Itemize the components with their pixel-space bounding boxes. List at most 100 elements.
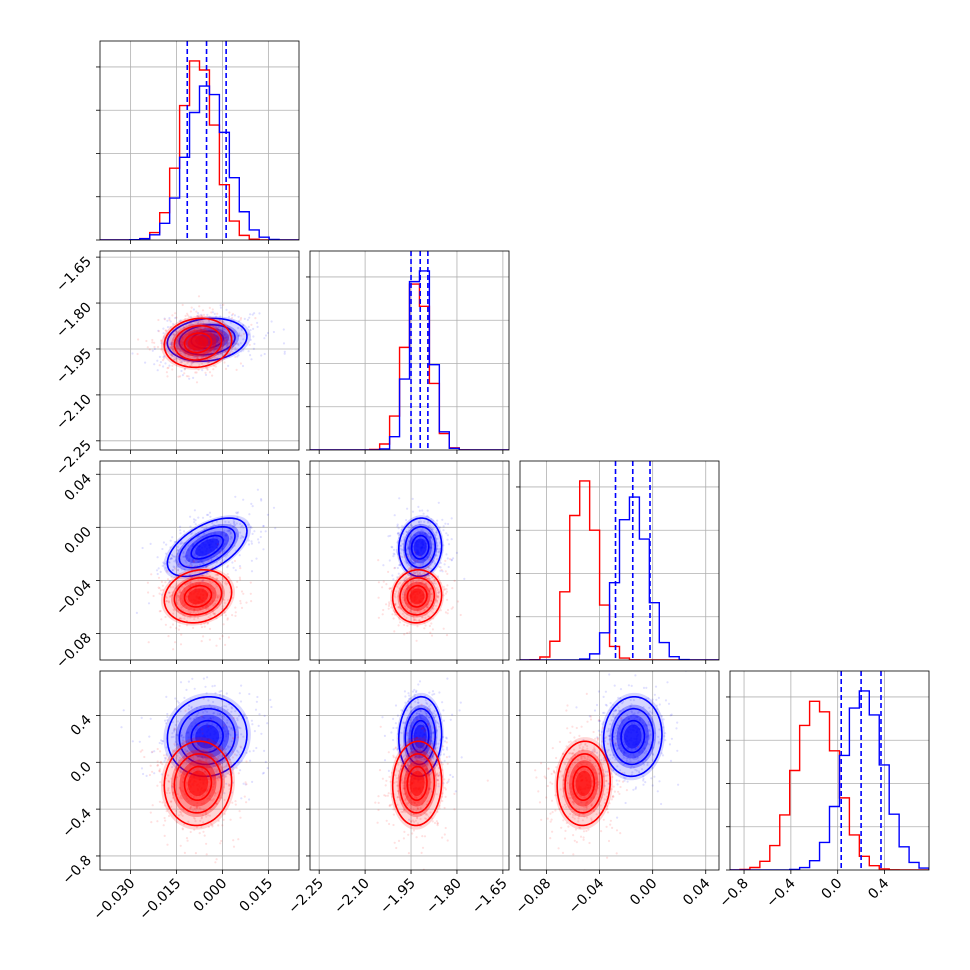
scatter-point bbox=[250, 559, 253, 562]
scatter-point bbox=[140, 716, 143, 720]
scatter-point bbox=[208, 361, 211, 364]
scatter-point bbox=[202, 821, 205, 824]
scatter-point bbox=[602, 711, 605, 715]
scatter-point bbox=[216, 543, 219, 546]
scatter-point bbox=[206, 789, 209, 793]
panel-2-0 bbox=[96, 460, 300, 664]
scatter-point bbox=[198, 832, 201, 835]
scatter-point bbox=[201, 330, 204, 333]
scatter-point bbox=[406, 507, 409, 510]
scatter-point bbox=[245, 783, 248, 786]
scatter-point bbox=[242, 526, 245, 529]
scatter-point bbox=[227, 521, 230, 524]
scatter-point bbox=[168, 579, 172, 583]
scatter-point bbox=[640, 768, 644, 771]
scatter-point bbox=[430, 546, 433, 549]
scatter-point bbox=[398, 616, 401, 619]
scatter-point bbox=[201, 755, 204, 759]
scatter-point bbox=[196, 315, 199, 318]
scatter-point bbox=[200, 728, 204, 731]
scatter-point bbox=[177, 752, 180, 755]
scatter-point bbox=[186, 333, 189, 336]
scatter-point bbox=[392, 578, 395, 581]
scatter-point bbox=[220, 689, 223, 693]
scatter-point bbox=[451, 775, 454, 779]
scatter-point bbox=[435, 522, 438, 525]
scatter-point bbox=[196, 714, 199, 717]
scatter-point bbox=[422, 800, 425, 803]
scatter-point bbox=[235, 754, 238, 757]
scatter-point bbox=[222, 530, 225, 534]
scatter-point bbox=[242, 324, 245, 327]
scatter-point bbox=[397, 531, 400, 535]
scatter-point bbox=[395, 726, 398, 730]
scatter-point bbox=[194, 729, 197, 732]
scatter-point bbox=[405, 754, 408, 758]
scatter-point bbox=[423, 751, 426, 754]
scatter-point bbox=[174, 809, 178, 813]
scatter-point bbox=[403, 690, 406, 693]
scatter-point bbox=[215, 357, 218, 360]
scatter-point bbox=[176, 700, 179, 703]
scatter-point bbox=[251, 532, 254, 536]
scatter-point bbox=[218, 339, 221, 342]
scatter-point bbox=[156, 572, 159, 576]
scatter-point bbox=[420, 803, 423, 806]
scatter-point bbox=[450, 559, 453, 562]
scatter-point bbox=[256, 325, 259, 328]
scatter-point bbox=[190, 362, 193, 365]
scatter-point bbox=[259, 530, 263, 533]
scatter-point bbox=[421, 802, 424, 806]
scatter-point bbox=[175, 627, 178, 630]
scatter-point bbox=[442, 735, 445, 739]
scatter-point bbox=[165, 746, 168, 749]
scatter-point bbox=[189, 762, 193, 765]
scatter-point bbox=[178, 348, 181, 351]
scatter-point bbox=[216, 312, 219, 315]
scatter-point bbox=[177, 599, 180, 602]
scatter-point bbox=[429, 787, 432, 791]
scatter-point bbox=[180, 540, 183, 543]
scatter-point bbox=[416, 807, 419, 810]
scatter-point bbox=[260, 732, 263, 735]
scatter-point bbox=[392, 748, 395, 751]
scatter-point bbox=[397, 737, 400, 740]
scatter-point bbox=[163, 355, 166, 358]
density-fill bbox=[409, 588, 425, 605]
scatter-point bbox=[225, 336, 228, 339]
scatter-point bbox=[180, 735, 183, 738]
scatter-point bbox=[229, 353, 232, 356]
scatter-point bbox=[418, 738, 421, 741]
scatter-point bbox=[434, 562, 437, 565]
scatter-point bbox=[213, 356, 216, 359]
scatter-point bbox=[191, 558, 194, 561]
scatter-point bbox=[185, 762, 188, 765]
scatter-point bbox=[247, 333, 250, 336]
scatter-point bbox=[209, 753, 212, 757]
scatter-point bbox=[234, 524, 237, 527]
scatter-point bbox=[172, 555, 176, 558]
scatter-point bbox=[424, 532, 427, 535]
scatter-point bbox=[429, 535, 432, 539]
scatter-point bbox=[416, 822, 419, 825]
scatter-point bbox=[199, 609, 202, 612]
scatter-point bbox=[225, 764, 229, 767]
scatter-point bbox=[426, 514, 429, 518]
scatter-point bbox=[166, 719, 169, 722]
scatter-point bbox=[406, 716, 409, 719]
scatter-point bbox=[187, 330, 190, 333]
scatter-point bbox=[435, 793, 438, 796]
scatter-point bbox=[442, 529, 445, 532]
scatter-point bbox=[411, 756, 414, 759]
scatter-point bbox=[423, 835, 427, 838]
scatter-point bbox=[384, 784, 387, 787]
scatter-point bbox=[238, 332, 241, 335]
scatter-point bbox=[396, 585, 399, 588]
scatter-point bbox=[229, 321, 233, 324]
scatter-point bbox=[228, 732, 231, 735]
scatter-point bbox=[226, 564, 230, 567]
scatter-point bbox=[190, 532, 194, 535]
scatter-point bbox=[169, 626, 172, 629]
scatter-point bbox=[410, 726, 413, 729]
scatter-point bbox=[397, 606, 400, 609]
